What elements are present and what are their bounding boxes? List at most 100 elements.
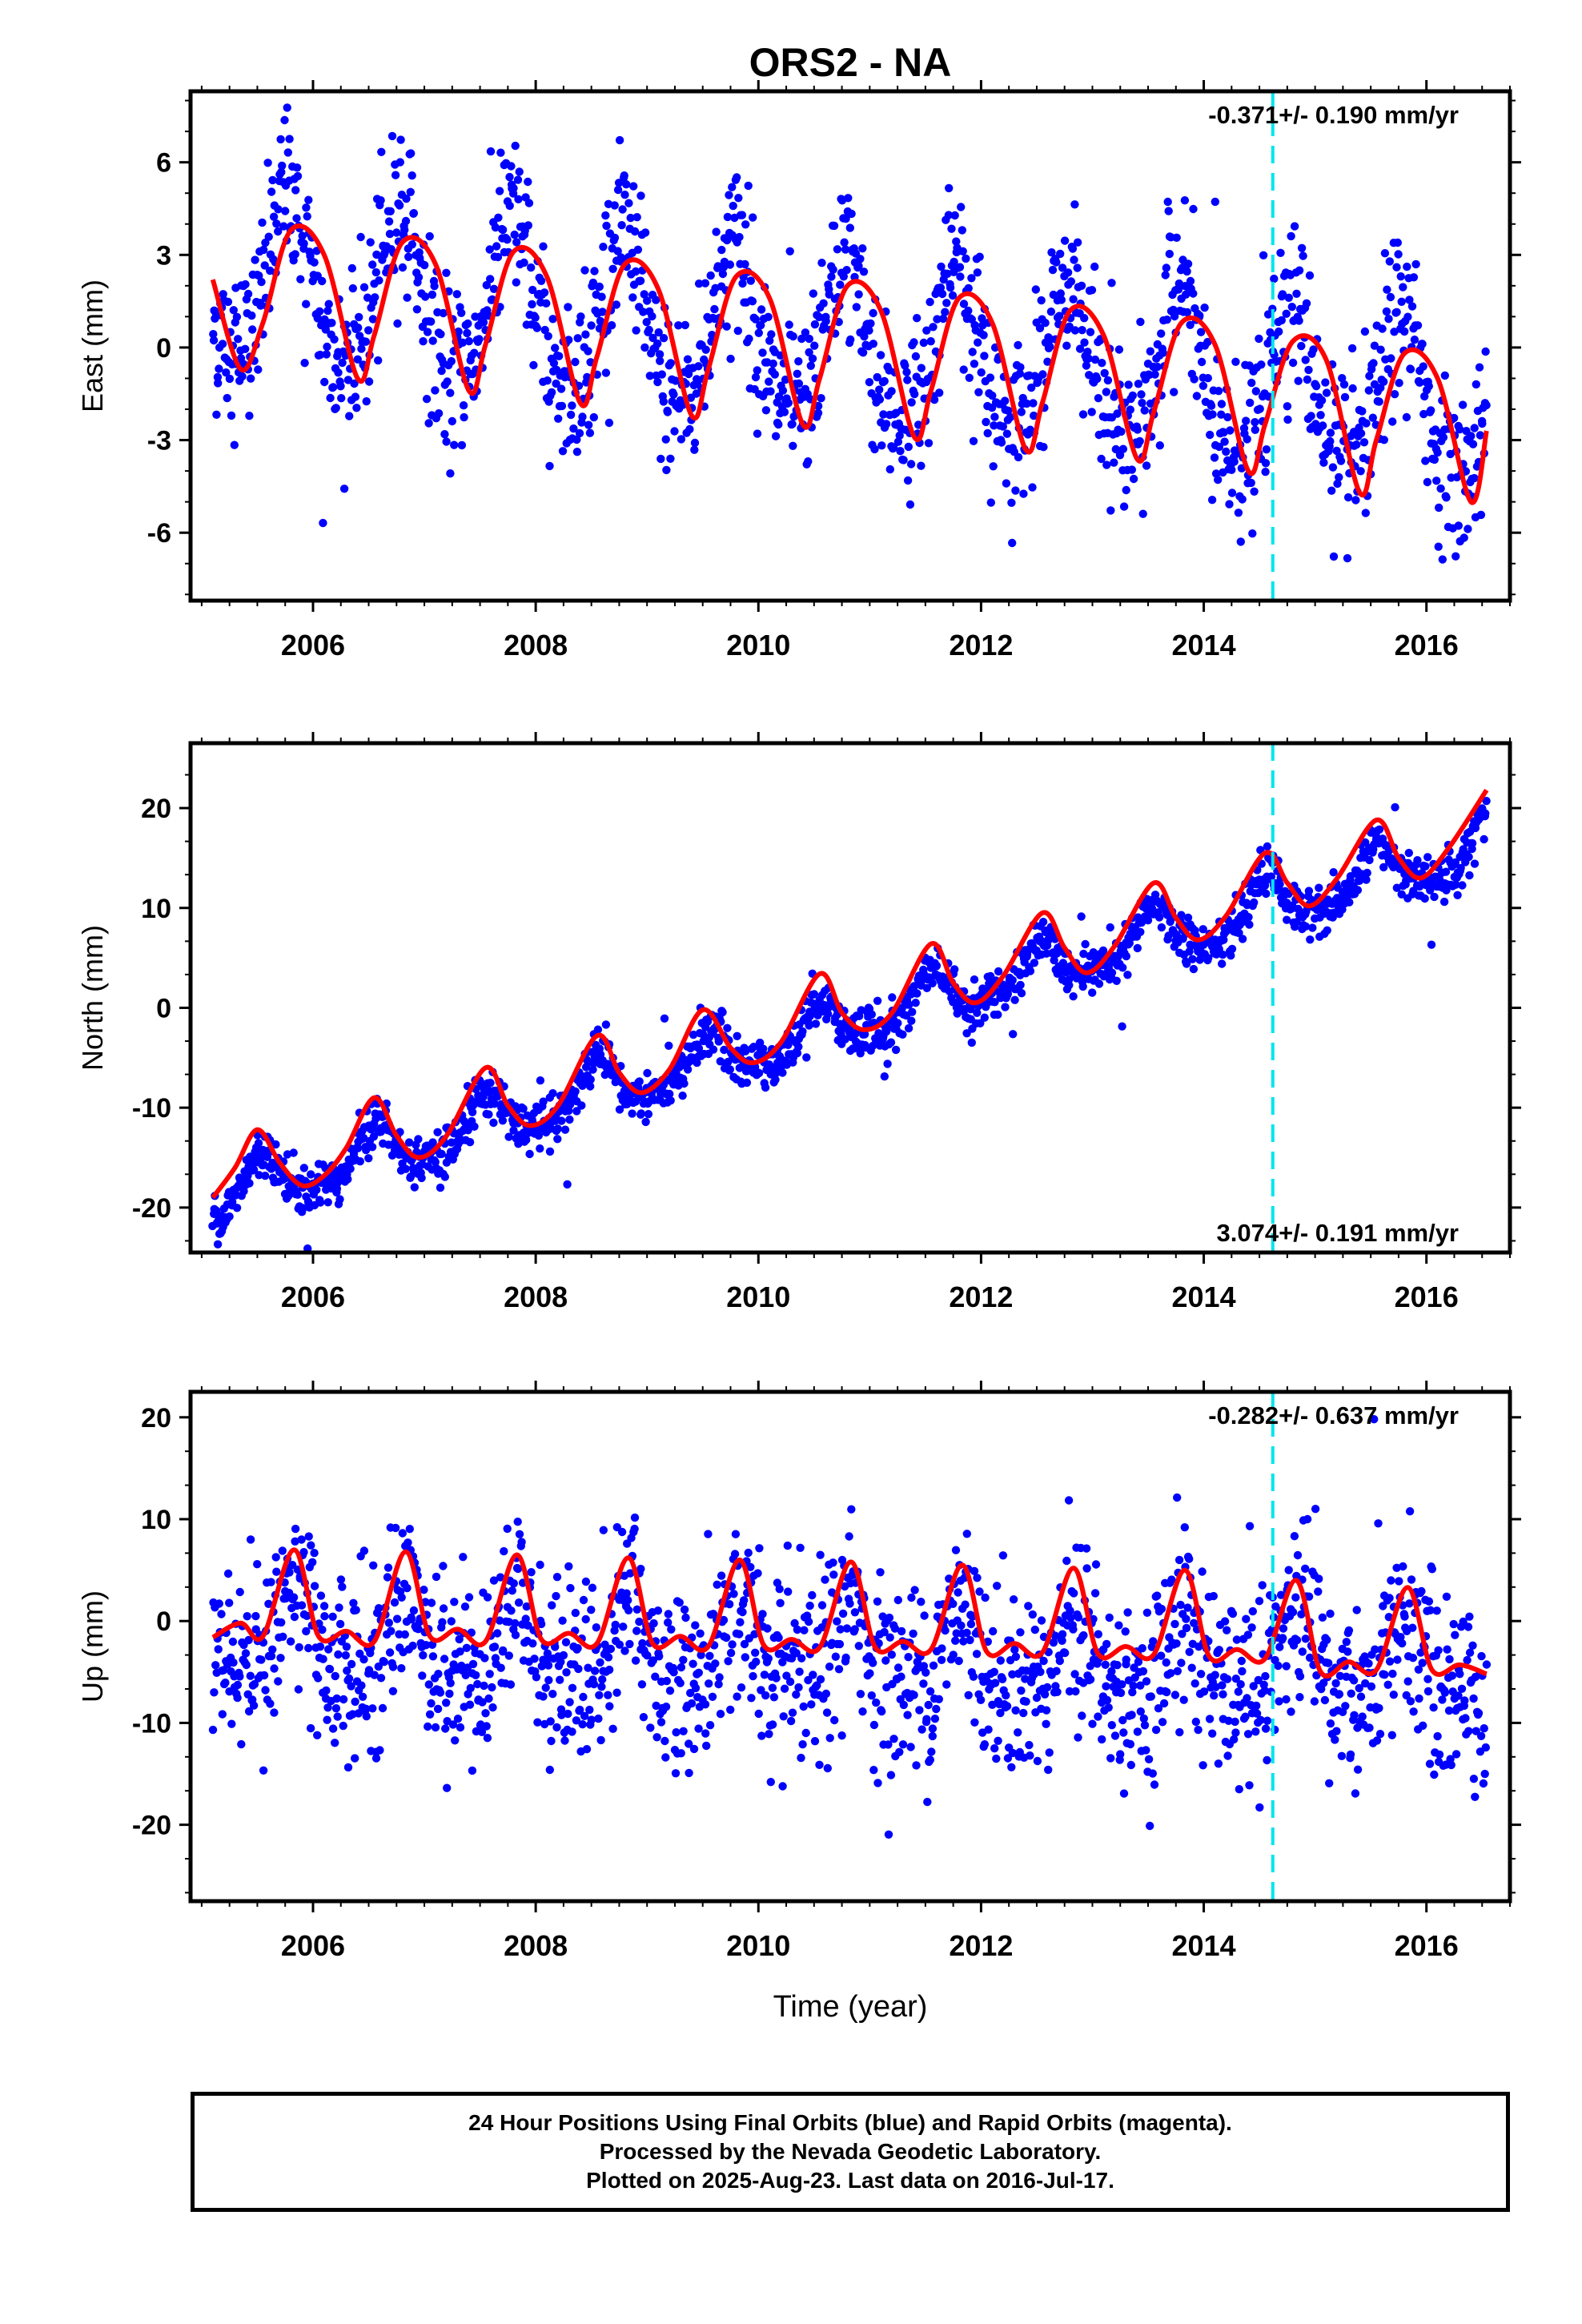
- data-point: [1009, 1030, 1018, 1039]
- data-point: [552, 1723, 561, 1732]
- data-point: [950, 257, 958, 267]
- data-point: [238, 372, 247, 381]
- data-point: [544, 1661, 553, 1670]
- data-point: [723, 212, 733, 222]
- data-point: [372, 250, 381, 259]
- data-point: [1395, 379, 1403, 388]
- data-point: [810, 341, 819, 350]
- data-point: [694, 362, 703, 371]
- data-point: [1292, 289, 1301, 298]
- data-point: [1250, 898, 1259, 907]
- data-point: [1102, 1682, 1110, 1691]
- data-point: [1400, 327, 1409, 336]
- data-point: [702, 1741, 711, 1751]
- data-point: [1098, 359, 1106, 368]
- data-point: [1210, 453, 1219, 462]
- data-point: [576, 1705, 584, 1715]
- data-point: [560, 1736, 569, 1745]
- data-point: [1454, 521, 1464, 530]
- data-point: [1107, 1667, 1116, 1676]
- data-point: [886, 1771, 896, 1779]
- data-point: [1053, 1687, 1062, 1696]
- data-point: [1170, 388, 1178, 396]
- data-point: [1074, 1613, 1083, 1622]
- data-point: [1467, 432, 1476, 440]
- data-point: [885, 464, 895, 474]
- data-point: [277, 167, 286, 177]
- data-point: [966, 1635, 974, 1645]
- data-point: [492, 242, 501, 251]
- data-point: [590, 267, 599, 275]
- data-point: [805, 348, 813, 357]
- data-point: [905, 1000, 913, 1009]
- data-point: [323, 342, 331, 352]
- data-point: [436, 1688, 445, 1697]
- data-point: [267, 1578, 275, 1586]
- data-point: [1104, 1703, 1113, 1712]
- data-point: [569, 424, 578, 433]
- data-point: [462, 1643, 472, 1652]
- data-point: [466, 1683, 475, 1693]
- data-point: [694, 1668, 703, 1677]
- data-point: [439, 1604, 448, 1613]
- data-point: [306, 1723, 315, 1733]
- data-point: [677, 435, 686, 444]
- data-point: [996, 1656, 1006, 1665]
- data-point: [1090, 1589, 1100, 1598]
- data-point: [836, 1625, 845, 1634]
- data-point: [819, 299, 828, 308]
- data-point: [527, 1568, 536, 1577]
- data-point: [223, 297, 233, 307]
- data-point: [924, 439, 934, 448]
- data-point: [829, 1558, 837, 1567]
- data-point: [374, 1662, 383, 1671]
- data-point: [652, 1701, 661, 1711]
- data-point: [948, 291, 958, 300]
- data-point: [689, 1030, 698, 1039]
- data-point: [805, 1021, 813, 1030]
- data-point: [1380, 249, 1390, 258]
- data-point: [1308, 923, 1317, 932]
- data-point: [403, 293, 412, 302]
- data-point: [1056, 289, 1066, 298]
- data-point: [490, 1642, 500, 1651]
- x-tick-label: 2006: [281, 1281, 345, 1313]
- data-point: [1082, 1544, 1091, 1553]
- data-point: [648, 312, 656, 321]
- data-point: [1177, 911, 1186, 919]
- data-point: [1283, 915, 1291, 924]
- data-point: [632, 1626, 641, 1635]
- data-point: [1323, 926, 1331, 935]
- x-tick-label: 2014: [1172, 629, 1236, 661]
- data-point: [468, 1659, 478, 1669]
- data-point: [1251, 387, 1261, 396]
- data-point: [1118, 444, 1128, 453]
- data-point: [1116, 1750, 1125, 1759]
- data-point: [966, 1619, 976, 1629]
- data-point: [980, 352, 989, 360]
- data-point: [1402, 412, 1411, 422]
- data-point: [994, 1736, 1002, 1745]
- data-point: [983, 428, 992, 438]
- data-point: [806, 361, 815, 370]
- data-point: [856, 255, 865, 263]
- data-point: [1178, 1630, 1186, 1638]
- data-point: [1062, 1556, 1071, 1566]
- data-point: [424, 1680, 433, 1689]
- data-point: [1016, 1628, 1025, 1637]
- data-point: [1019, 489, 1028, 498]
- data-point: [912, 1761, 921, 1770]
- data-point: [774, 1633, 783, 1642]
- fit-line: [210, 223, 1489, 505]
- data-point: [662, 1676, 671, 1686]
- data-point: [1002, 429, 1012, 438]
- data-point: [691, 1621, 700, 1630]
- data-point: [973, 268, 982, 277]
- data-point: [1482, 797, 1491, 806]
- data-point: [891, 1045, 901, 1055]
- data-point: [442, 268, 451, 277]
- data-point: [307, 1541, 315, 1550]
- data-point: [459, 401, 468, 410]
- data-point: [642, 318, 651, 327]
- data-point: [1306, 935, 1315, 944]
